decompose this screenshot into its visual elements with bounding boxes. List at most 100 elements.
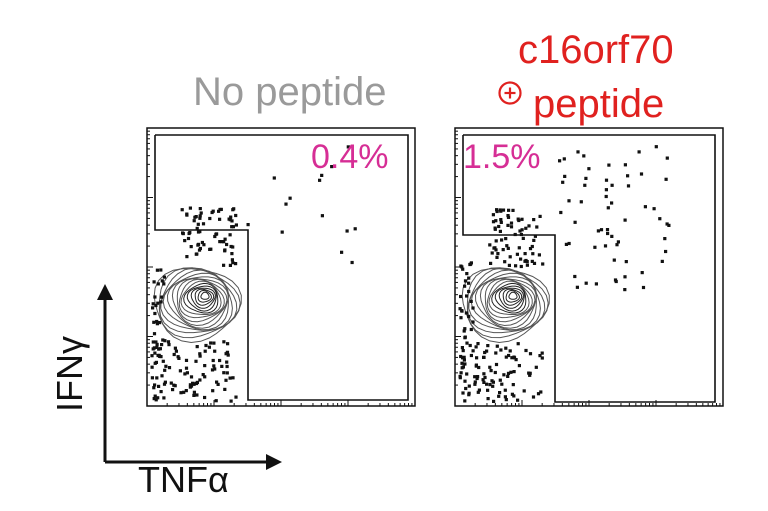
event-dot [507, 353, 511, 358]
event-dot [167, 366, 172, 370]
event-dot [528, 352, 533, 356]
event-dot [161, 338, 165, 342]
event-dot [173, 384, 177, 388]
event-dot [501, 208, 506, 212]
event-dot [192, 390, 196, 394]
event-dot [228, 233, 232, 237]
event-dot [222, 240, 226, 244]
event-dot [158, 347, 162, 351]
event-dot [151, 340, 155, 344]
event-dot [623, 218, 627, 222]
event-dot [469, 299, 473, 303]
event-dot [162, 396, 166, 400]
event-dot [537, 253, 541, 257]
event-dot [182, 390, 186, 394]
event-dot [155, 345, 159, 349]
event-dot [218, 358, 222, 363]
event-dot [198, 352, 202, 356]
event-dot [469, 262, 473, 266]
event-dot [228, 218, 232, 222]
event-dot [594, 282, 598, 286]
event-dot [509, 370, 513, 374]
event-dot [231, 261, 235, 265]
event-dot [202, 243, 206, 247]
event-dot [512, 370, 516, 374]
event-dot [198, 207, 202, 211]
event-dot [506, 214, 510, 218]
event-dot [162, 382, 167, 386]
event-dot [509, 221, 514, 225]
event-dot [198, 214, 202, 218]
event-dot [231, 225, 235, 229]
event-dot [155, 342, 159, 346]
event-dot [514, 358, 518, 362]
event-dot [606, 206, 610, 210]
event-dot [222, 263, 226, 267]
contour-line [498, 287, 524, 309]
panel-title-no-peptide: No peptide [193, 70, 387, 114]
event-dot [519, 232, 523, 237]
event-dot [530, 244, 534, 249]
event-dot [488, 243, 492, 247]
event-dot [477, 388, 481, 392]
event-dot [485, 349, 489, 353]
contour-line [491, 282, 527, 314]
event-dot [476, 375, 480, 379]
event-dot [231, 376, 235, 380]
event-dot [499, 218, 503, 222]
event-dot [532, 218, 536, 222]
event-dot [192, 393, 196, 397]
event-dot [183, 372, 187, 376]
event-dot [492, 246, 496, 250]
event-dot [198, 354, 202, 358]
event-dot [181, 232, 185, 236]
event-dot [517, 364, 521, 368]
event-dot [475, 376, 479, 381]
event-dot [501, 248, 505, 252]
event-dot [604, 188, 608, 192]
event-dot [495, 255, 499, 259]
event-dot [230, 225, 234, 229]
event-dot [467, 384, 471, 388]
event-dot [499, 220, 503, 224]
event-dot [176, 355, 180, 359]
event-dot [518, 229, 522, 233]
event-dot [465, 372, 469, 376]
event-dot [229, 215, 233, 219]
event-dot [517, 246, 521, 250]
event-dot [509, 225, 514, 229]
contour-line [479, 278, 537, 327]
event-dot [280, 230, 284, 234]
event-dot [481, 378, 485, 382]
event-dot [189, 245, 193, 249]
event-dot [172, 352, 176, 357]
event-dot [506, 215, 511, 219]
event-dot [514, 264, 518, 268]
event-dot [163, 380, 167, 384]
event-dot [623, 275, 627, 279]
event-dot [510, 392, 514, 396]
event-dot [189, 375, 194, 379]
event-dot [220, 364, 224, 368]
event-dot [230, 219, 234, 223]
event-dot [540, 356, 544, 360]
event-dot [504, 346, 508, 350]
event-dot [211, 209, 215, 213]
event-dot [194, 381, 199, 386]
event-dot [506, 246, 510, 250]
event-dot [463, 327, 467, 331]
event-dot [495, 208, 499, 212]
event-dot [596, 229, 600, 233]
event-dot [530, 259, 534, 263]
event-dot [610, 201, 614, 205]
event-dot [226, 342, 230, 346]
event-dot [507, 208, 511, 212]
event-dot [471, 306, 475, 310]
event-dot [162, 282, 166, 286]
event-dot [230, 252, 234, 256]
event-dot [467, 276, 471, 280]
event-dot [234, 223, 238, 227]
event-dot [573, 274, 577, 279]
event-dot [476, 342, 480, 346]
